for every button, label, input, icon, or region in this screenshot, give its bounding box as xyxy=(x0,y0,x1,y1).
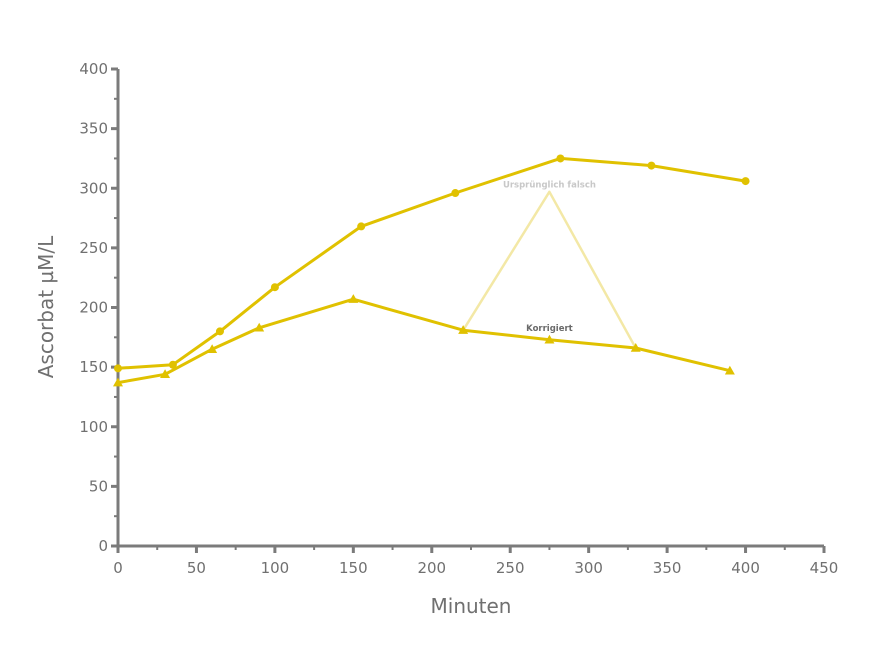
data-point-triangle xyxy=(458,325,469,334)
data-point-circle xyxy=(168,360,177,369)
y-tick-label: 150 xyxy=(79,358,108,376)
x-tick-label: 0 xyxy=(113,559,123,577)
annotation-label: Ursprünglich falsch xyxy=(503,181,596,191)
x-tick-label: 300 xyxy=(574,559,603,577)
data-point-triangle xyxy=(544,334,555,344)
x-tick-label: 450 xyxy=(810,559,839,577)
series-line xyxy=(117,156,746,370)
x-tick-label: 100 xyxy=(261,559,290,577)
y-tick-label: 0 xyxy=(98,537,108,555)
series-line xyxy=(462,190,637,349)
data-point-circle xyxy=(647,161,656,170)
data-point-circle xyxy=(215,327,224,336)
x-tick-label: 200 xyxy=(417,559,446,577)
data-point-triangle xyxy=(348,294,359,303)
data-point-circle xyxy=(741,177,750,186)
y-axis-title: Ascorbat µM/L xyxy=(34,235,58,378)
data-point-circle xyxy=(451,189,460,198)
data-point-circle xyxy=(357,222,366,231)
data-point-triangle xyxy=(160,369,171,379)
y-tick-label: 250 xyxy=(79,239,108,257)
y-tick-label: 400 xyxy=(79,60,108,78)
x-tick-label: 150 xyxy=(339,559,368,577)
y-tick-label: 200 xyxy=(79,299,108,317)
y-tick-label: 50 xyxy=(89,477,108,495)
series-line xyxy=(117,297,731,385)
x-tick-label: 350 xyxy=(653,559,682,577)
y-tick-label: 300 xyxy=(79,179,108,197)
data-point-circle xyxy=(114,364,122,373)
y-tick-label: 350 xyxy=(79,120,108,138)
data-point-triangle xyxy=(113,377,123,387)
data-point-triangle xyxy=(630,343,641,352)
data-point-circle xyxy=(270,283,279,292)
data-point-triangle xyxy=(724,365,735,375)
x-tick-label: 400 xyxy=(731,559,760,577)
x-axis-title: Minuten xyxy=(431,594,512,618)
x-tick-label: 250 xyxy=(496,559,525,577)
y-tick-label: 100 xyxy=(79,418,108,436)
data-point-triangle xyxy=(207,344,218,353)
data-point-circle xyxy=(556,154,565,163)
annotation-label: Korrigiert xyxy=(526,324,573,334)
x-tick-label: 50 xyxy=(187,559,206,577)
data-point-triangle xyxy=(254,322,265,332)
